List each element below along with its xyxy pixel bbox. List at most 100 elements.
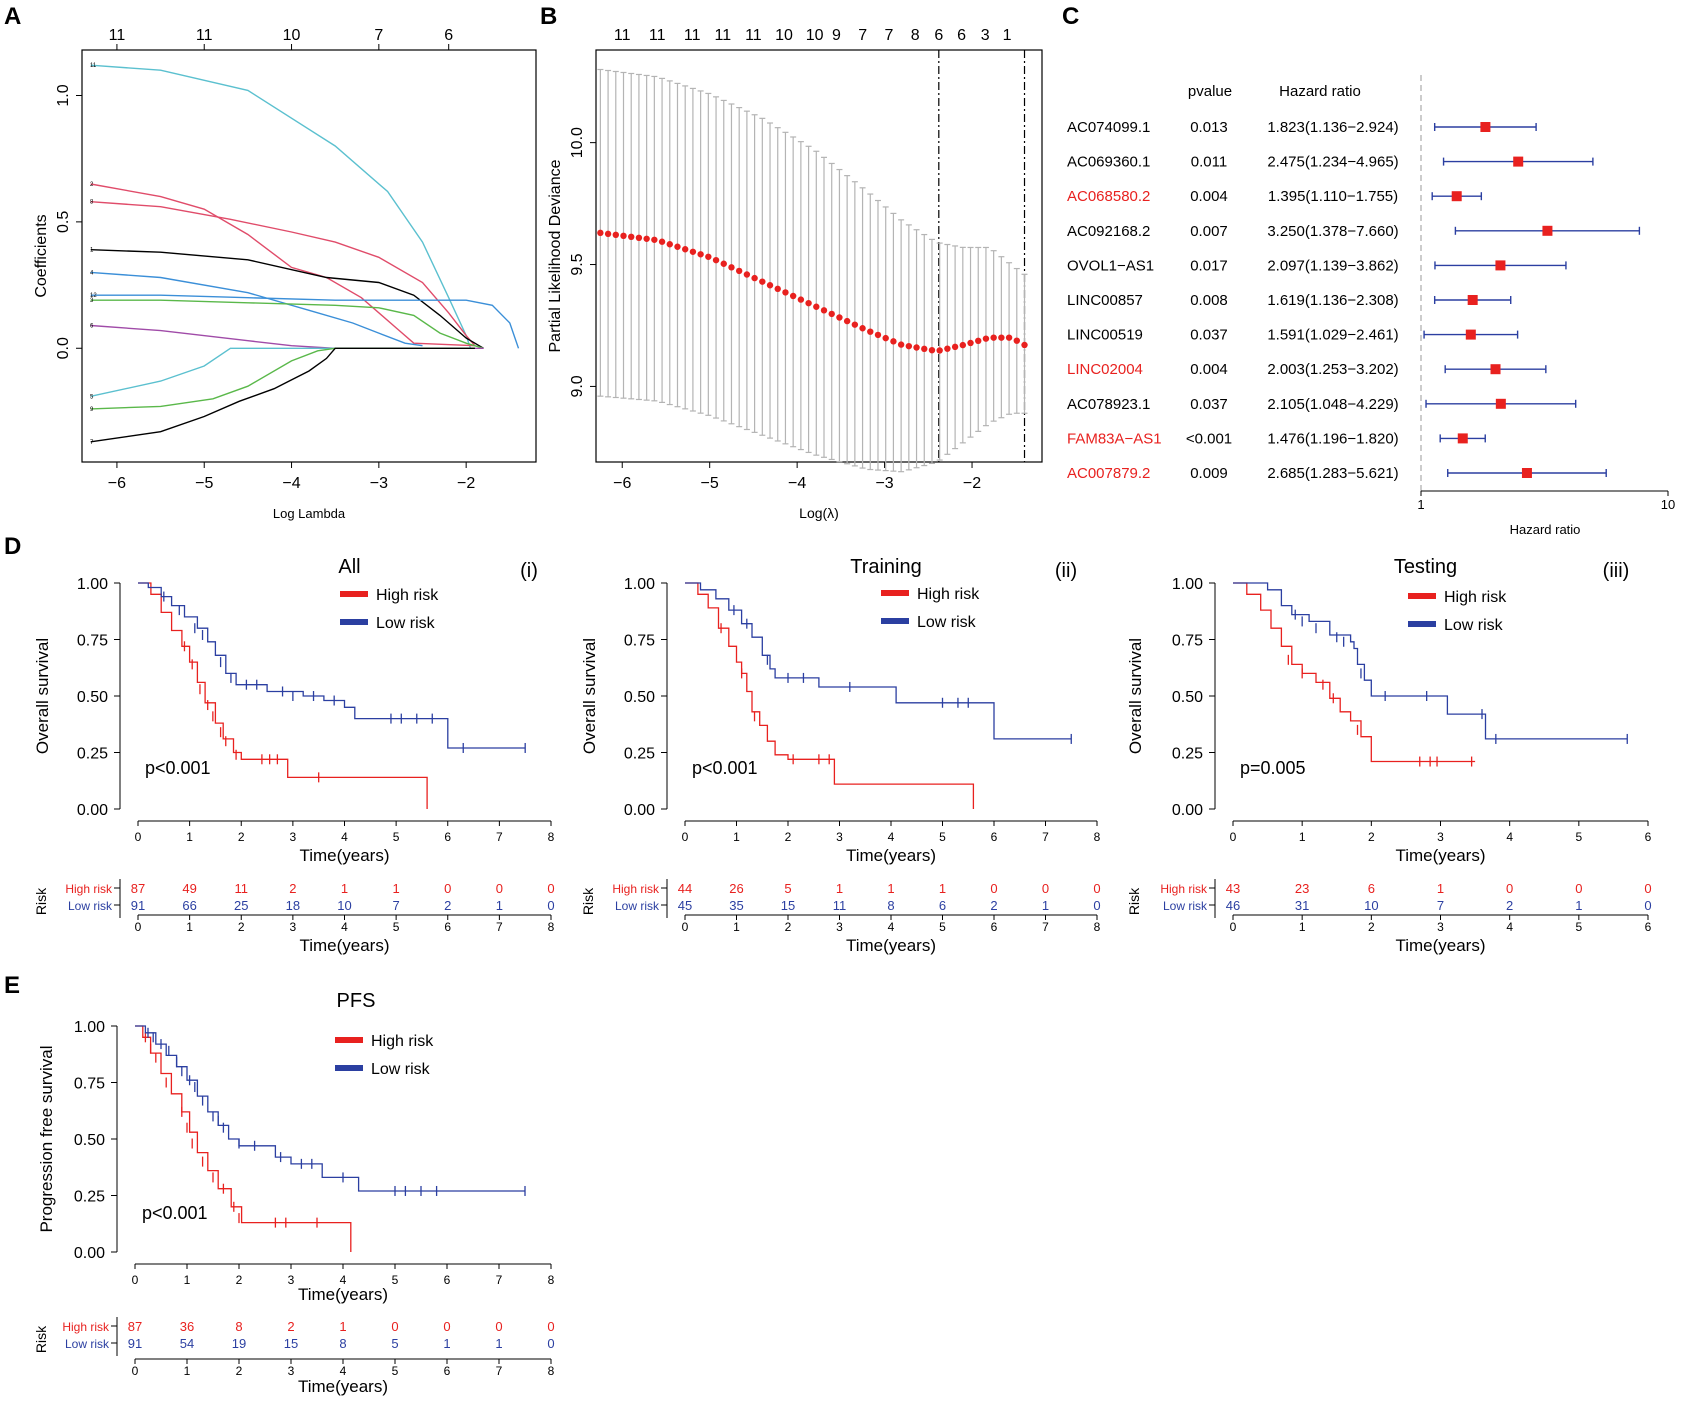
- x-tick-label: −6: [108, 475, 126, 492]
- coefficient-path: [90, 324, 484, 349]
- risk-table-label: Risk: [33, 887, 49, 915]
- deviance-point: [597, 229, 604, 237]
- deviance-point: [635, 234, 643, 242]
- top-tick-label: 11: [714, 27, 731, 44]
- deviance-point: [982, 335, 990, 342]
- deviance-point: [874, 331, 882, 339]
- deviance-point: [890, 338, 897, 345]
- y-tick-label: 9.0: [569, 375, 586, 397]
- survival-curve: [138, 582, 526, 749]
- legend-label: Low risk: [917, 614, 977, 631]
- p-value: 0.017: [1190, 257, 1228, 274]
- x-axis-label: Time(years): [1395, 846, 1485, 865]
- risk-count: 0: [547, 1336, 554, 1351]
- x-tick-label: 0: [135, 830, 142, 844]
- risk-x-tick-label: 7: [1042, 920, 1049, 934]
- risk-count: 45: [678, 898, 692, 913]
- deviance-point: [766, 282, 774, 289]
- deviance-point: [658, 238, 666, 245]
- path-label: 6: [90, 324, 94, 330]
- risk-x-tick-label: 1: [733, 920, 740, 934]
- deviance-point: [805, 299, 812, 307]
- legend-label: Low risk: [371, 1061, 431, 1078]
- deviance-point: [751, 274, 758, 282]
- y-axis-label: Overall survival: [580, 638, 599, 754]
- risk-count: 0: [1042, 881, 1049, 896]
- deviance-point: [813, 303, 820, 310]
- top-tick-label: 3: [981, 27, 990, 44]
- legend-label: High risk: [376, 587, 439, 604]
- deviance-point: [643, 235, 650, 242]
- panel-d-all-km: All (i) 0.00 0.25 0.50 0.75 1.00 0 1 2 3 4 5 6 7 8 Time(…: [33, 556, 555, 955]
- risk-count: 23: [1295, 881, 1309, 896]
- risk-x-tick-label: 6: [1645, 920, 1652, 934]
- risk-x-axis-label: Time(years): [846, 936, 936, 955]
- top-tick-label: 8: [911, 27, 920, 44]
- risk-count: 49: [182, 881, 196, 896]
- risk-x-tick-label: 1: [186, 920, 193, 934]
- x-tick-label: 4: [888, 830, 895, 844]
- gene-name: OVOL1−AS1: [1067, 257, 1154, 274]
- deviance-point: [836, 314, 843, 321]
- x-tick-label: 2: [785, 830, 792, 844]
- y-tick-label: 0.25: [1172, 746, 1203, 763]
- path-label: 9: [90, 407, 94, 413]
- gene-name: LINC00857: [1067, 292, 1143, 309]
- risk-count: 0: [496, 881, 503, 896]
- deviance-point: [720, 260, 727, 267]
- risk-x-tick-label: 6: [444, 1364, 451, 1378]
- deviance-point: [666, 241, 673, 248]
- hazard-ratio-text: 2.475(1.234−4.965): [1267, 154, 1398, 171]
- coefficient-path: [90, 347, 475, 397]
- top-tick-label: 11: [684, 27, 701, 44]
- top-tick-label: 7: [374, 27, 383, 44]
- x-tick-label: 6: [444, 830, 451, 844]
- y-tick-label: 0.50: [1172, 689, 1203, 706]
- y-axis-label: Overall survival: [1126, 638, 1145, 754]
- risk-x-tick-label: 1: [184, 1364, 191, 1378]
- risk-row-name: Low risk: [68, 899, 113, 913]
- y-axis-label: Partial Likelihood Deviance: [547, 159, 564, 352]
- path-label: 5: [90, 394, 94, 400]
- x-axis-label: Hazard ratio: [1510, 522, 1581, 537]
- panel-roman-numeral: (ii): [1055, 560, 1077, 582]
- x-tick-label: 5: [392, 1273, 399, 1287]
- x-tick-label: 1: [186, 830, 193, 844]
- top-tick-label: 6: [444, 27, 453, 44]
- x-tick-label: 1: [184, 1273, 191, 1287]
- hr-marker: [1480, 122, 1491, 132]
- y-tick-label: 0.50: [624, 689, 655, 706]
- km-title: PFS: [337, 990, 376, 1012]
- risk-count: 0: [444, 881, 451, 896]
- deviance-point: [1021, 341, 1028, 349]
- deviance-point: [859, 325, 866, 332]
- x-tick-label: 5: [939, 830, 946, 844]
- y-tick-label: 0.50: [77, 689, 108, 706]
- risk-x-axis-label: Time(years): [298, 1377, 388, 1396]
- survival-curve: [138, 582, 428, 809]
- x-tick-label: 2: [236, 1273, 243, 1287]
- top-tick-label: 11: [614, 27, 631, 44]
- risk-count: 1: [836, 881, 843, 896]
- risk-count: 1: [887, 881, 894, 896]
- deviance-point: [882, 334, 889, 342]
- x-tick-label: 7: [496, 1273, 503, 1287]
- deviance-point: [843, 317, 851, 325]
- x-tick-label: −5: [195, 475, 213, 492]
- top-tick-label: 7: [885, 27, 894, 44]
- coefficient-path: [90, 64, 472, 349]
- panel-roman-numeral: (i): [520, 560, 538, 582]
- y-tick-label: 0.75: [1172, 633, 1203, 650]
- panel-d-testing-km: Testing (iii)0.000.250.500.751.000 1 2 3 4 5 6T…: [1126, 556, 1652, 955]
- risk-count: 10: [1364, 898, 1378, 913]
- km-title: All: [338, 556, 360, 578]
- y-tick-label: 1.00: [77, 576, 108, 593]
- risk-x-tick-label: 5: [939, 920, 946, 934]
- survival-curve: [685, 582, 975, 809]
- risk-x-axis-label: Time(years): [1395, 936, 1485, 955]
- x-tick-label: −2: [963, 475, 981, 492]
- deviance-point: [975, 337, 982, 345]
- risk-count: 0: [1506, 881, 1513, 896]
- risk-count: 1: [939, 881, 946, 896]
